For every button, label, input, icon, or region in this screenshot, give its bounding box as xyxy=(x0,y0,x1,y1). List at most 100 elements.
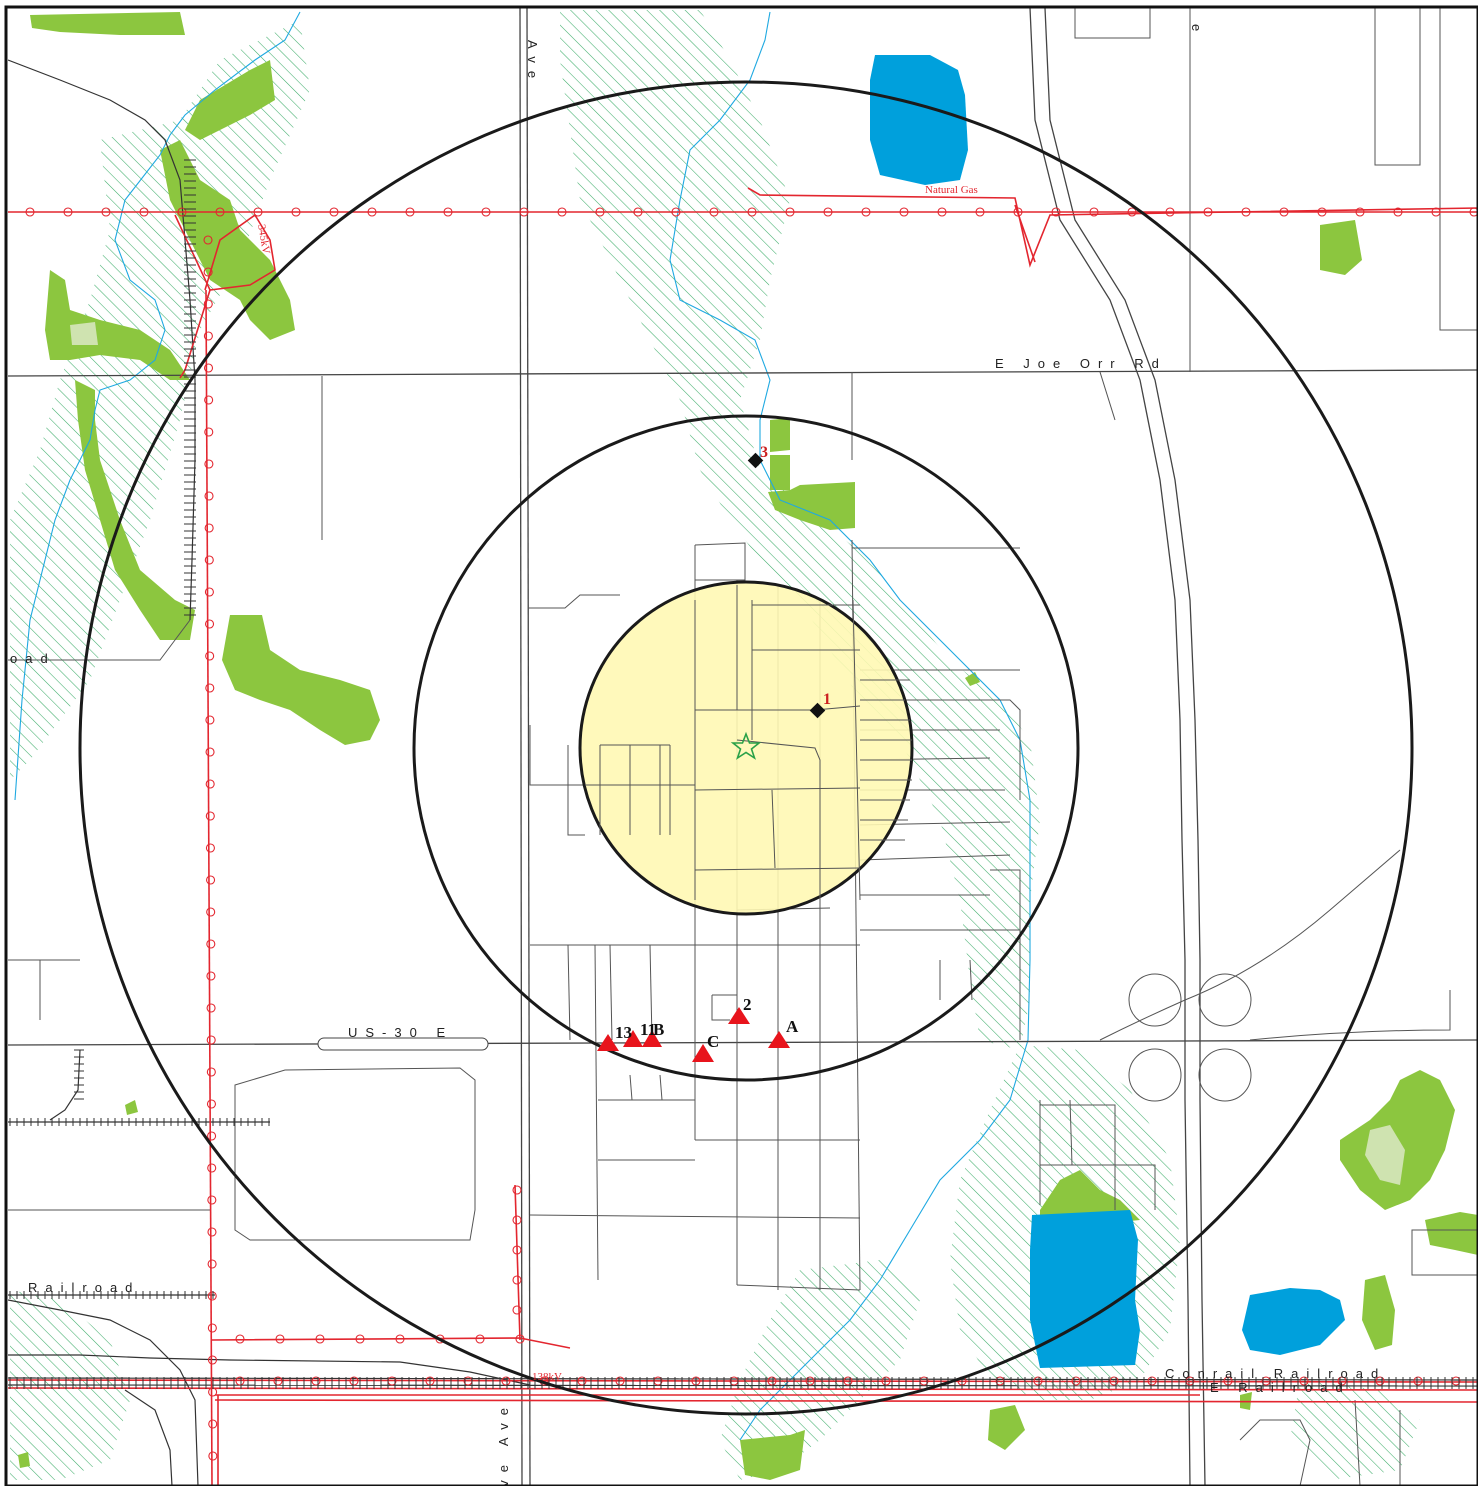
utility-marker xyxy=(205,843,215,853)
utility-marker xyxy=(481,207,491,217)
utility-marker xyxy=(205,779,215,789)
utility-marker xyxy=(709,207,719,217)
utility-marker xyxy=(937,207,947,217)
utility-marker xyxy=(671,207,681,217)
utility-marker xyxy=(1279,207,1289,217)
triangle-icon xyxy=(623,1030,643,1047)
utility-marker xyxy=(1071,1376,1081,1386)
utility-marker xyxy=(1203,207,1213,217)
utility-marker xyxy=(25,207,35,217)
utility-marker xyxy=(204,395,214,405)
power-kv-label-2: 138kV xyxy=(532,1371,562,1383)
utility-marker xyxy=(1033,1376,1043,1386)
utility-marker xyxy=(204,523,214,533)
utility-marker xyxy=(577,1376,587,1386)
utility-marker xyxy=(475,1334,485,1344)
utility-marker xyxy=(1469,207,1478,217)
utility-marker xyxy=(1165,207,1175,217)
utility-marker xyxy=(512,1215,522,1225)
center-star-icon xyxy=(730,731,762,760)
utility-marker xyxy=(205,715,215,725)
site-11: 11 xyxy=(623,1020,656,1047)
utility-marker xyxy=(823,207,833,217)
utility-marker xyxy=(443,207,453,217)
utility-marker xyxy=(1089,207,1099,217)
utility-marker xyxy=(207,1291,217,1301)
utility-marker xyxy=(205,683,215,693)
utility-marker xyxy=(975,207,985,217)
utility-marker xyxy=(881,1376,891,1386)
triangle-icon xyxy=(642,1030,662,1047)
utility-marker xyxy=(208,1419,218,1429)
utility-marker xyxy=(615,1376,625,1386)
utility-marker xyxy=(203,331,213,341)
site-2-label: 2 xyxy=(743,995,752,1014)
utility-marker xyxy=(207,1163,217,1173)
utility-marker xyxy=(1355,207,1365,217)
utility-marker xyxy=(355,1334,365,1344)
utility-marker xyxy=(747,207,757,217)
inner-buffer-zone xyxy=(578,580,914,916)
utility-marker xyxy=(203,235,213,245)
utility-marker xyxy=(206,1099,217,1109)
site-C-label: C xyxy=(707,1032,719,1051)
triangle-icon xyxy=(692,1044,714,1062)
utility-marker xyxy=(1431,207,1441,217)
utility-marker xyxy=(205,651,215,661)
utility-marker xyxy=(206,907,216,917)
utility-marker xyxy=(203,363,214,373)
utility-marker xyxy=(557,207,567,217)
utility-marker xyxy=(1147,1376,1157,1386)
utility-marker xyxy=(899,207,909,217)
utility-marker xyxy=(206,939,216,949)
site-1-label: 1 xyxy=(823,691,831,708)
utility-marker xyxy=(512,1305,522,1315)
utility-marker xyxy=(203,267,213,277)
utility-marker xyxy=(206,1035,216,1045)
utility-marker xyxy=(204,555,214,565)
utility-marker xyxy=(1317,207,1327,217)
utility-marker xyxy=(204,427,214,437)
outer-buffer-ring xyxy=(78,80,1414,1416)
light-vegetation-areas xyxy=(70,322,1405,1185)
site-A-label: A xyxy=(786,1017,799,1036)
utility-marker xyxy=(1337,1376,1347,1386)
utility-marker xyxy=(805,1376,815,1386)
utility-marker xyxy=(1109,1376,1119,1386)
utility-marker xyxy=(273,1376,283,1386)
utility-marker xyxy=(63,207,73,217)
utility-marker xyxy=(501,1376,511,1386)
utility-marker xyxy=(311,1376,321,1386)
road-label-us30: US-30 E xyxy=(348,1025,453,1040)
map-frame xyxy=(4,5,1478,1486)
utility-marker xyxy=(139,207,149,217)
utility-marker xyxy=(101,207,111,217)
utility-marker xyxy=(512,1245,522,1255)
railroad-label-second: E Railroad xyxy=(1210,1380,1351,1395)
utility-marker xyxy=(1393,207,1403,217)
utility-marker xyxy=(207,1259,217,1269)
utility-marker xyxy=(767,1376,777,1386)
site-13-label: 13 xyxy=(615,1023,632,1042)
triangle-icon xyxy=(768,1031,790,1048)
utility-marker xyxy=(291,207,301,217)
road-label-left-road: oad xyxy=(10,651,56,666)
site-B: B xyxy=(642,1020,664,1047)
utility-marker xyxy=(785,207,795,217)
utility-marker xyxy=(203,299,213,309)
utility-marker xyxy=(519,207,529,217)
utility-marker xyxy=(1241,207,1251,217)
utility-marker xyxy=(1413,1376,1423,1386)
utility-marker xyxy=(205,747,215,757)
utility-marker xyxy=(253,207,263,217)
utility-marker xyxy=(329,207,339,217)
road-label-joe-orr: E Joe Orr Rd xyxy=(995,356,1167,371)
utility-marker xyxy=(206,1067,216,1077)
utility-marker xyxy=(206,1003,216,1013)
utility-marker xyxy=(215,207,225,217)
water-bodies xyxy=(870,55,1345,1368)
utility-marker xyxy=(515,1334,525,1344)
road-label-ave-top: Ave xyxy=(525,40,540,86)
utility-marker xyxy=(275,1334,285,1344)
